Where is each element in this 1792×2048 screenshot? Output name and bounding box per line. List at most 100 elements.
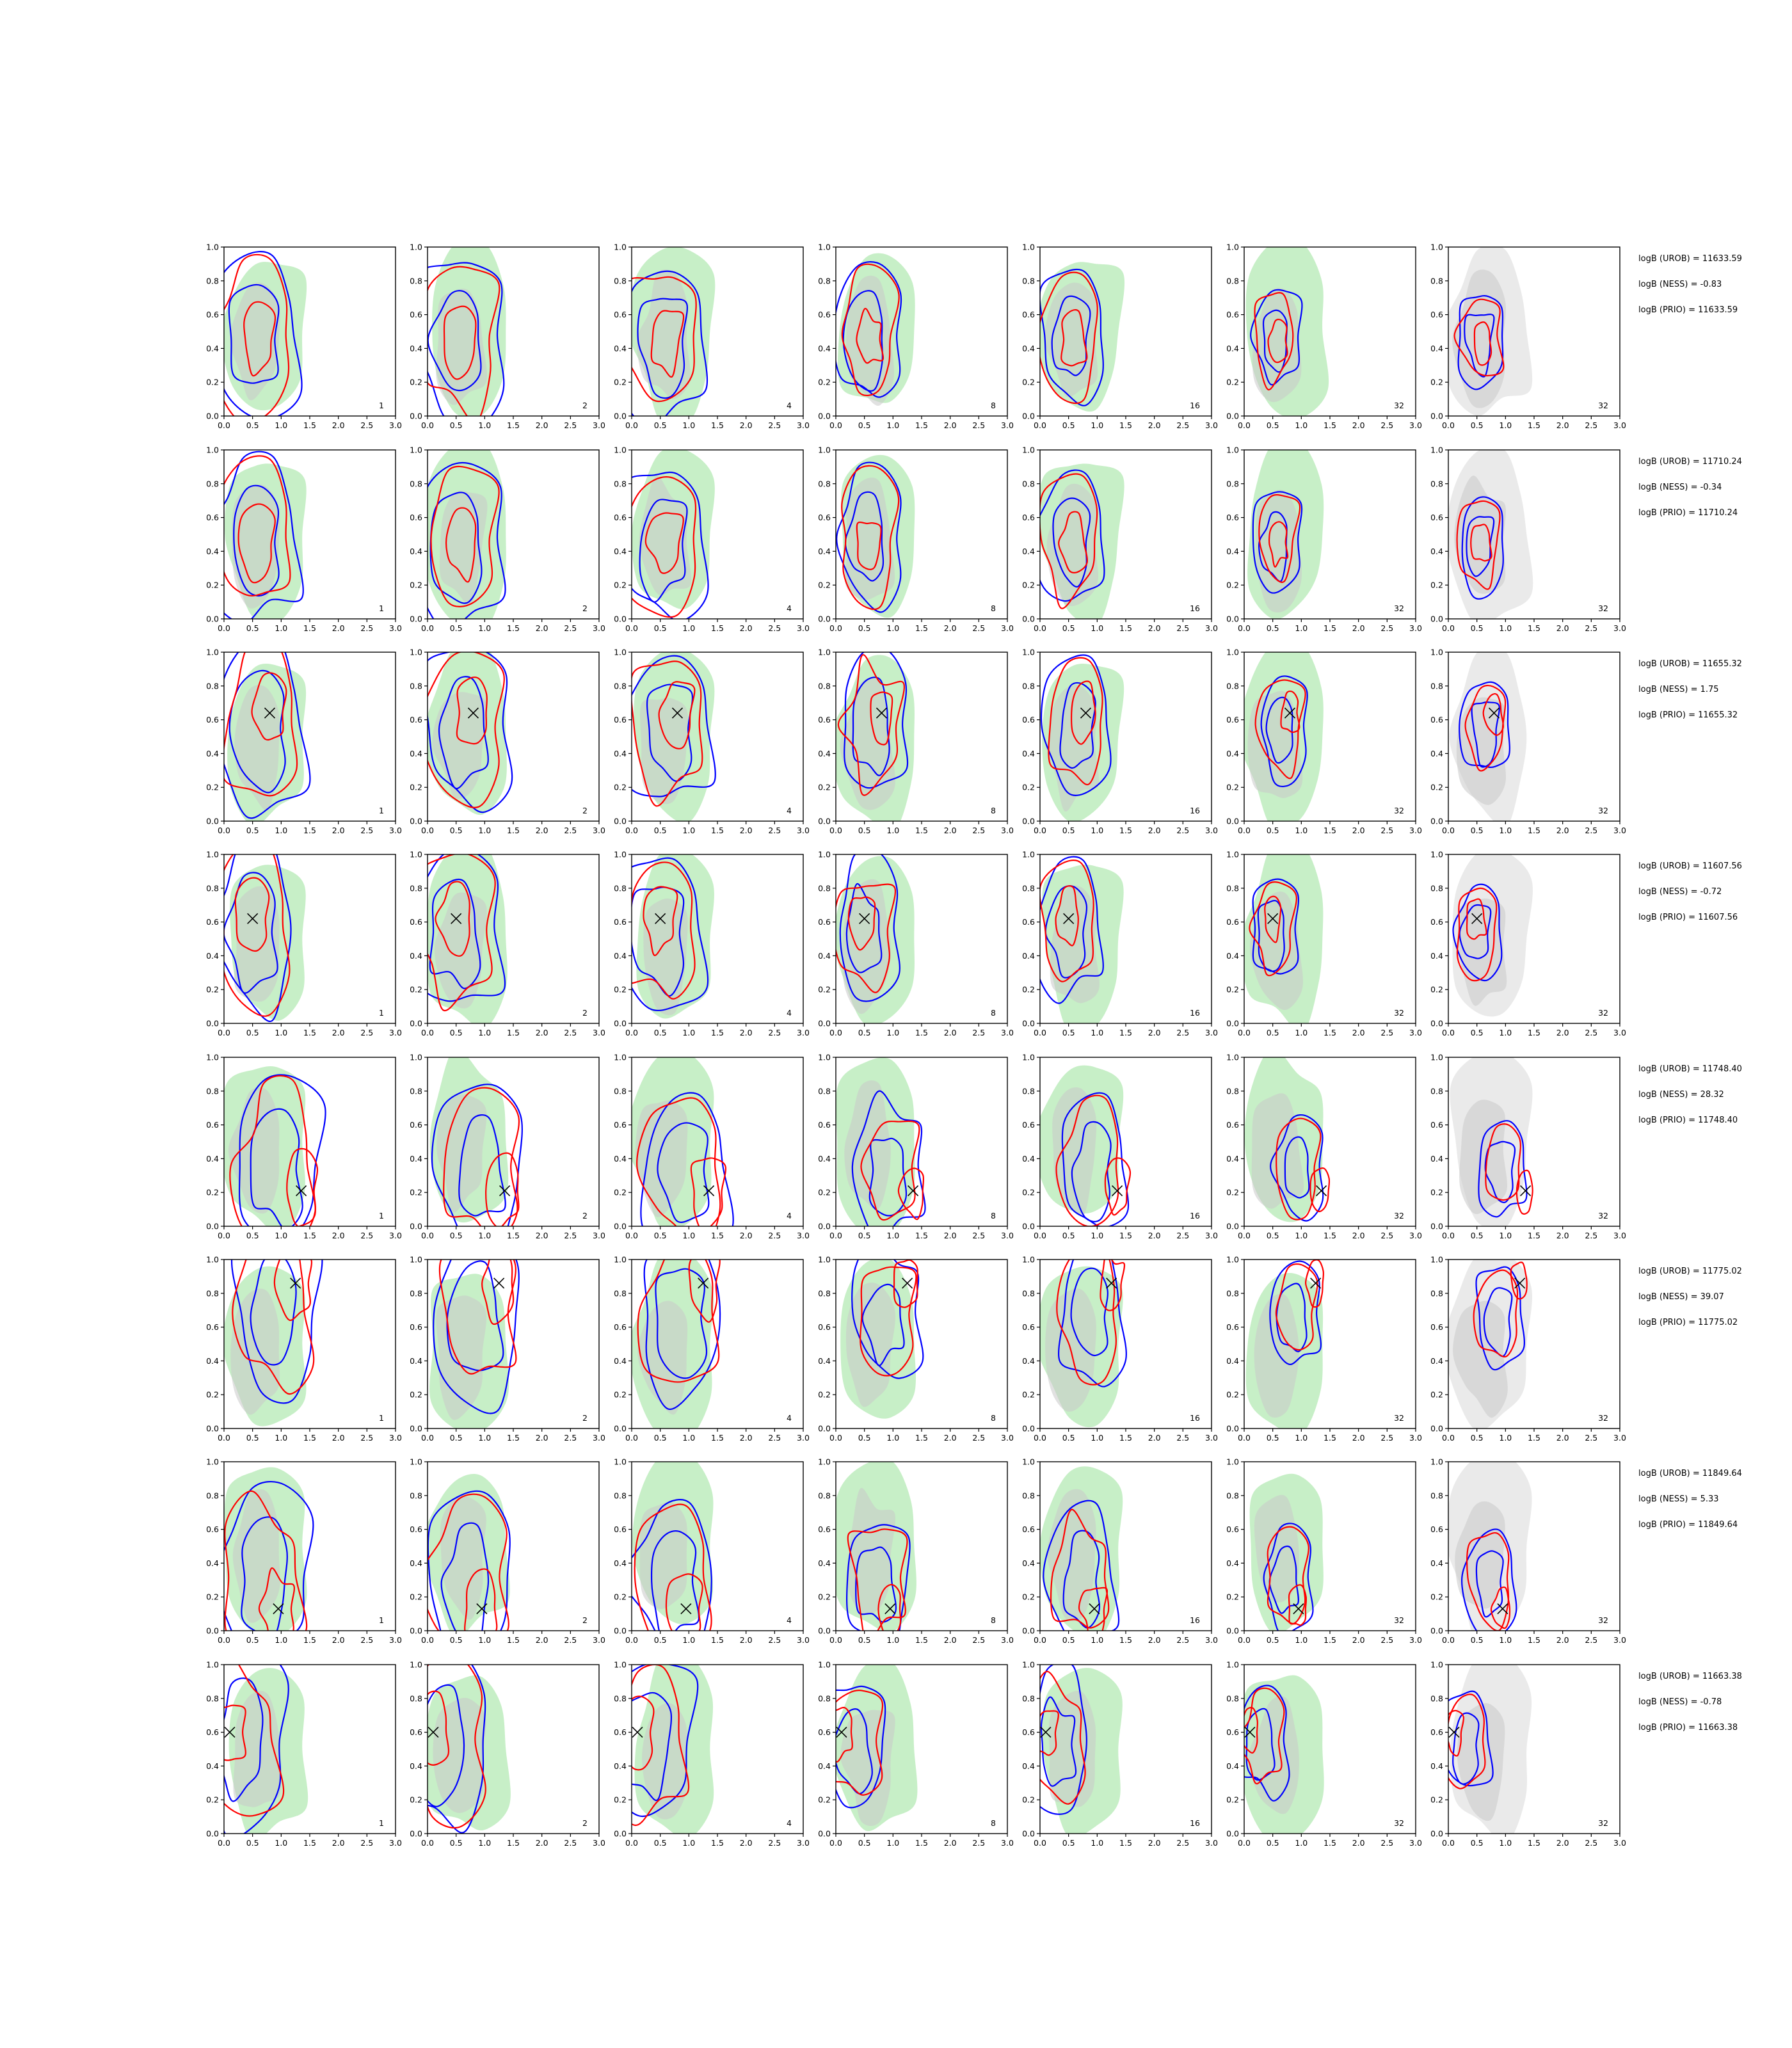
- contour-red-inner: [1104, 1157, 1132, 1216]
- true-point-marker: [698, 1277, 709, 1289]
- x-tick-label: 1.5: [507, 1231, 520, 1240]
- subplot-r2-c2: 0.0 0.5 1.0 1.5 2.0 2.5 3.0 0.0 0.2 0.4 0.6 0.8 1.0 2: [410, 445, 605, 634]
- x-tick-label: 2.5: [564, 1231, 577, 1240]
- y-tick-label: 0.4: [1022, 1761, 1035, 1771]
- contour-red-inner: [1448, 1709, 1465, 1757]
- x-tick-label: 1.0: [1499, 1635, 1512, 1645]
- contour-red-outer: [634, 1503, 712, 1631]
- subplot-count-label: 8: [991, 1413, 996, 1423]
- x-tick-label: 2.5: [972, 420, 985, 430]
- y-tick-label: 0.4: [818, 1356, 831, 1366]
- x-tick-label: 1.0: [886, 1028, 899, 1037]
- x-tick-label: 3.0: [389, 1231, 402, 1240]
- contour-red-inner: [650, 310, 685, 378]
- y-tick-label: 1.0: [1430, 1053, 1443, 1062]
- y-tick-label: 1.0: [410, 1457, 422, 1467]
- x-tick-label: 2.5: [972, 1635, 985, 1645]
- subplot-count-label: 16: [1190, 1211, 1200, 1220]
- x-tick-label: 1.5: [1119, 1231, 1132, 1240]
- contour-red-inner: [643, 886, 678, 956]
- y-tick-label: 0.4: [1430, 344, 1443, 353]
- x-tick-label: 1.0: [1295, 623, 1308, 633]
- contour-red-outer: [632, 276, 697, 403]
- x-tick-label: 0.5: [1267, 1231, 1279, 1240]
- posterior-core-region: [1046, 483, 1099, 607]
- subplot-r4-c2: 0.0 0.5 1.0 1.5 2.0 2.5 3.0 0.0 0.2 0.4 0.6 0.8 1.0 2: [410, 850, 605, 1038]
- x-tick-label: 0.5: [450, 1028, 463, 1037]
- x-tick-label: 2.0: [332, 623, 345, 633]
- contour-blue-outer: [640, 1092, 734, 1226]
- subplot-count-label: 4: [787, 604, 792, 613]
- y-tick-label: 0.6: [206, 1120, 219, 1130]
- y-tick-label: 0.2: [410, 378, 422, 387]
- x-tick-label: 3.0: [797, 420, 810, 430]
- x-tick-label: 0.0: [1034, 420, 1046, 430]
- y-tick-label: 0.0: [1226, 1626, 1239, 1636]
- x-tick-label: 1.5: [1324, 420, 1336, 430]
- y-tick-label: 0.2: [818, 1795, 831, 1805]
- x-tick-label: 0.5: [1267, 1433, 1279, 1443]
- x-tick-label: 0.0: [1442, 826, 1455, 835]
- x-tick-label: 2.0: [1148, 420, 1161, 430]
- x-tick-label: 1.0: [478, 1028, 491, 1037]
- y-tick-label: 1.0: [614, 243, 627, 252]
- contour-blue-outer: [431, 1084, 523, 1226]
- true-point-marker: [1514, 1277, 1526, 1289]
- contour-blue-inner: [852, 676, 890, 776]
- x-tick-label: 1.5: [711, 1028, 724, 1037]
- y-tick-label: 0.2: [1430, 985, 1443, 995]
- x-tick-label: 1.0: [682, 826, 695, 835]
- x-tick-label: 3.0: [389, 1838, 402, 1848]
- x-tick-label: 3.0: [1409, 1838, 1422, 1848]
- contour-blue-inner: [1452, 1712, 1480, 1785]
- x-tick-label: 2.0: [1556, 1028, 1569, 1037]
- contour-red-inner: [856, 521, 882, 570]
- x-tick-label: 2.5: [564, 1433, 577, 1443]
- contour-red-inner: [1268, 521, 1289, 568]
- contour-blue-inner: [1475, 1550, 1504, 1618]
- y-tick-label: 0.2: [1022, 1795, 1035, 1805]
- x-tick-label: 0.0: [1442, 1838, 1455, 1848]
- contour-blue-outer: [428, 462, 506, 619]
- subplot-count-label: 1: [379, 401, 384, 410]
- y-tick-label: 1.0: [1022, 1660, 1035, 1670]
- y-tick-label: 0.2: [818, 1390, 831, 1400]
- x-tick-label: 0.5: [654, 1028, 667, 1037]
- y-tick-label: 0.6: [1226, 513, 1239, 522]
- subplot-r7-c1: 0.0 0.5 1.0 1.5 2.0 2.5 3.0 0.0 0.2 0.4 0.6 0.8 1.0 1: [206, 1457, 402, 1645]
- y-tick-label: 0.0: [614, 1424, 627, 1434]
- subplot-r8-c5: 0.0 0.5 1.0 1.5 2.0 2.5 3.0 0.0 0.2 0.4 0.6 0.8 1.0 1…: [1022, 1660, 1218, 1848]
- x-tick-label: 3.0: [1613, 1028, 1626, 1037]
- y-tick-label: 0.8: [1226, 1288, 1239, 1298]
- x-tick-label: 1.0: [478, 826, 491, 835]
- logb-urob-text: logB (UROB) = 11655.32: [1638, 659, 1742, 669]
- x-tick-label: 0.0: [625, 1028, 638, 1037]
- posterior-core-region: [234, 685, 280, 811]
- contour-red-inner: [1060, 309, 1088, 367]
- y-tick-label: 0.6: [410, 1322, 422, 1332]
- x-tick-label: 0.0: [1442, 623, 1455, 633]
- x-tick-label: 1.0: [478, 1433, 491, 1443]
- x-tick-label: 0.5: [1471, 1231, 1484, 1240]
- contour-red-inner: [464, 1568, 498, 1631]
- y-tick-label: 0.2: [614, 1592, 627, 1602]
- y-tick-label: 0.2: [206, 783, 219, 792]
- y-tick-label: 0.4: [410, 1761, 422, 1771]
- y-tick-label: 0.6: [818, 1120, 831, 1130]
- x-tick-label: 1.0: [682, 1028, 695, 1037]
- y-tick-label: 0.8: [614, 1491, 627, 1500]
- y-tick-label: 0.0: [206, 1222, 219, 1231]
- contour-red-inner: [1100, 1260, 1126, 1311]
- contour-red-inner: [445, 507, 477, 583]
- y-tick-label: 0.0: [614, 614, 627, 624]
- y-tick-label: 1.0: [1226, 1255, 1239, 1265]
- x-tick-label: 2.5: [564, 1838, 577, 1848]
- y-tick-label: 0.8: [410, 681, 422, 691]
- x-tick-label: 2.5: [564, 1028, 577, 1037]
- y-tick-label: 1.0: [206, 243, 219, 252]
- contour-red-outer: [1040, 271, 1098, 404]
- logb-prio-text: logB (PRIO) = 11633.59: [1638, 305, 1738, 315]
- x-tick-label: 0.5: [1267, 1838, 1279, 1848]
- x-tick-label: 1.0: [275, 826, 287, 835]
- y-tick-label: 0.2: [410, 783, 422, 792]
